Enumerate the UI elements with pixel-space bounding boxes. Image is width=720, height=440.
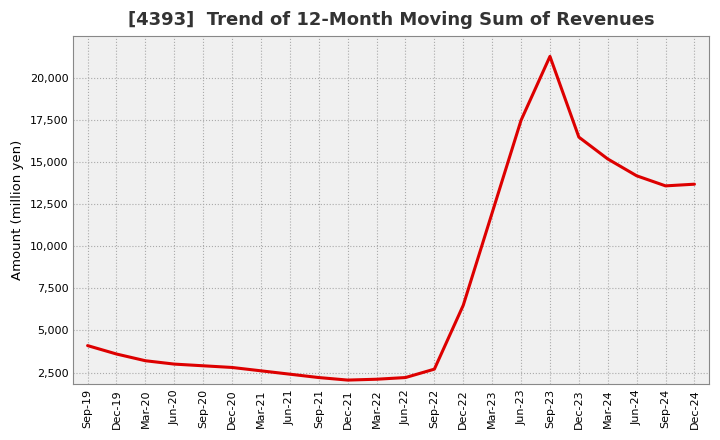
Y-axis label: Amount (million yen): Amount (million yen) bbox=[11, 140, 24, 280]
Title: [4393]  Trend of 12-Month Moving Sum of Revenues: [4393] Trend of 12-Month Moving Sum of R… bbox=[127, 11, 654, 29]
